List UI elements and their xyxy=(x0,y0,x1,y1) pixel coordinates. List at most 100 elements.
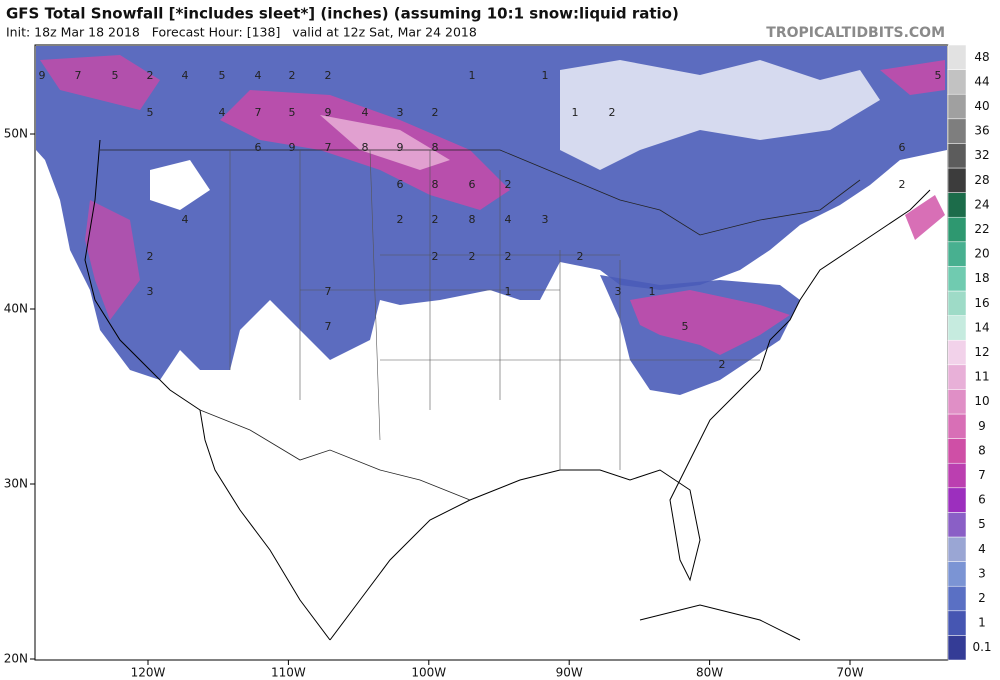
colorbar-swatch xyxy=(947,413,967,439)
map-value-label: 5 xyxy=(112,69,119,82)
colorbar-label: 10 xyxy=(974,394,989,408)
colorbar-swatch xyxy=(947,266,967,292)
map-value-label: 2 xyxy=(505,178,512,191)
colorbar-swatch xyxy=(947,462,967,489)
colorbar-swatch xyxy=(947,143,967,169)
map-value-label: 5 xyxy=(289,106,296,119)
heavy-snow-band xyxy=(85,200,140,320)
map-value-label: 1 xyxy=(469,69,476,82)
colorbar-swatch xyxy=(947,364,967,390)
map-value-label: 2 xyxy=(397,213,404,226)
map-value-label: 2 xyxy=(469,250,476,263)
map-value-label: 8 xyxy=(362,141,369,154)
colorbar-label: 1 xyxy=(978,616,986,630)
colorbar-swatch xyxy=(947,339,967,366)
map-value-label: 6 xyxy=(469,178,476,191)
map-value-label: 7 xyxy=(75,69,82,82)
colorbar-label: 8 xyxy=(978,443,986,457)
colorbar-swatch xyxy=(947,69,967,95)
map-value-label: 3 xyxy=(397,106,404,119)
colorbar-label: 48 xyxy=(974,50,989,64)
map-value-label: 2 xyxy=(899,178,906,191)
coastlines xyxy=(84,139,931,641)
colorbar-swatch xyxy=(947,118,967,144)
colorbar-label: 0.1 xyxy=(972,640,991,654)
colorbar-label: 2 xyxy=(978,591,986,605)
colorbar-label: 44 xyxy=(974,74,989,88)
colorbar-label: 20 xyxy=(974,247,989,261)
map-value-label: 2 xyxy=(325,69,332,82)
map-value-label: 7 xyxy=(325,141,332,154)
colorbar-swatch xyxy=(947,438,967,464)
snow-gap xyxy=(560,60,880,170)
axes: 50N 40N 30N 20N 120W 110W 100W 90W 80W 70W xyxy=(4,127,864,680)
colorbar-label: 9 xyxy=(978,419,986,433)
lat-label: 40N xyxy=(4,302,28,316)
colorbar-swatch xyxy=(947,610,967,636)
us-canada-border xyxy=(100,149,861,236)
map-value-label: 6 xyxy=(255,141,262,154)
colorbar-label: 24 xyxy=(974,197,989,211)
map-value-label: 6 xyxy=(899,141,906,154)
lon-label: 70W xyxy=(836,666,863,680)
heavy-snow-core xyxy=(320,115,450,170)
colorbar-swatch xyxy=(947,536,967,562)
colorbar-label: 32 xyxy=(974,148,989,162)
map-value-label: 5 xyxy=(682,320,689,333)
lon-label: 80W xyxy=(696,666,723,680)
map-value-label: 1 xyxy=(649,285,656,298)
colorbar-label: 6 xyxy=(978,493,986,507)
map-value-label: 4 xyxy=(362,106,369,119)
colorbar-swatch xyxy=(947,561,967,587)
map-value-label: 2 xyxy=(289,69,296,82)
map-value-label: 7 xyxy=(325,285,332,298)
map-value-label: 9 xyxy=(39,69,46,82)
map-value-label: 9 xyxy=(397,141,404,154)
colorbar-label: 18 xyxy=(974,271,989,285)
map-value-label: 7 xyxy=(255,106,262,119)
map-value-label: 2 xyxy=(147,69,154,82)
map-value-label: 4 xyxy=(505,213,512,226)
borders xyxy=(100,149,861,501)
map-value-label: 2 xyxy=(719,358,726,371)
map-value-label: 4 xyxy=(182,213,189,226)
colorbar-label: 22 xyxy=(974,222,989,236)
map-value-label: 2 xyxy=(432,213,439,226)
heavy-snow-band xyxy=(630,290,790,355)
heavy-snow-band xyxy=(905,195,945,240)
map-value-label: 5 xyxy=(219,69,226,82)
map-value-label: 7 xyxy=(325,320,332,333)
colorbar-label: 4 xyxy=(978,542,986,556)
map-value-labels: 9 7 5 2 4 5 4 2 2 5 4 7 5 9 4 3 2 6 9 7 8 9 8 6 8 6 2 2 2 8 4 3 2 2 2 2 1 3 1 5… xyxy=(39,69,942,371)
lon-label: 100W xyxy=(411,666,446,680)
map-value-label: 8 xyxy=(432,178,439,191)
colorbar-swatch xyxy=(947,290,967,316)
colorbar-swatch xyxy=(947,44,967,70)
brand: TROPICALTIDBITS.COM xyxy=(766,25,945,41)
map-value-label: 4 xyxy=(255,69,262,82)
map-value-label: 3 xyxy=(542,213,549,226)
colorbar-label: 3 xyxy=(978,566,986,580)
colorbar-swatch xyxy=(947,241,967,267)
colorbar-label: 14 xyxy=(974,320,989,334)
colorbar-swatch xyxy=(947,93,967,120)
map-value-label: 2 xyxy=(505,250,512,263)
lat-label: 30N xyxy=(4,477,28,491)
colorbar-label: 36 xyxy=(974,124,989,138)
colorbar-swatch xyxy=(947,192,967,218)
map-value-label: 3 xyxy=(147,285,154,298)
colorbar-label: 7 xyxy=(978,468,986,482)
colorbar: 0.11234567891011121416182022242832364044… xyxy=(947,44,992,661)
map-value-label: 8 xyxy=(469,213,476,226)
map-value-label: 5 xyxy=(935,69,942,82)
cuba xyxy=(639,604,801,641)
colorbar-swatch xyxy=(947,487,967,513)
lat-label: 50N xyxy=(4,127,28,141)
map-value-label: 8 xyxy=(432,141,439,154)
map-value-label: 1 xyxy=(572,106,579,119)
colorbar-label: 28 xyxy=(974,173,989,187)
map-value-label: 2 xyxy=(577,250,584,263)
map-value-label: 4 xyxy=(182,69,189,82)
